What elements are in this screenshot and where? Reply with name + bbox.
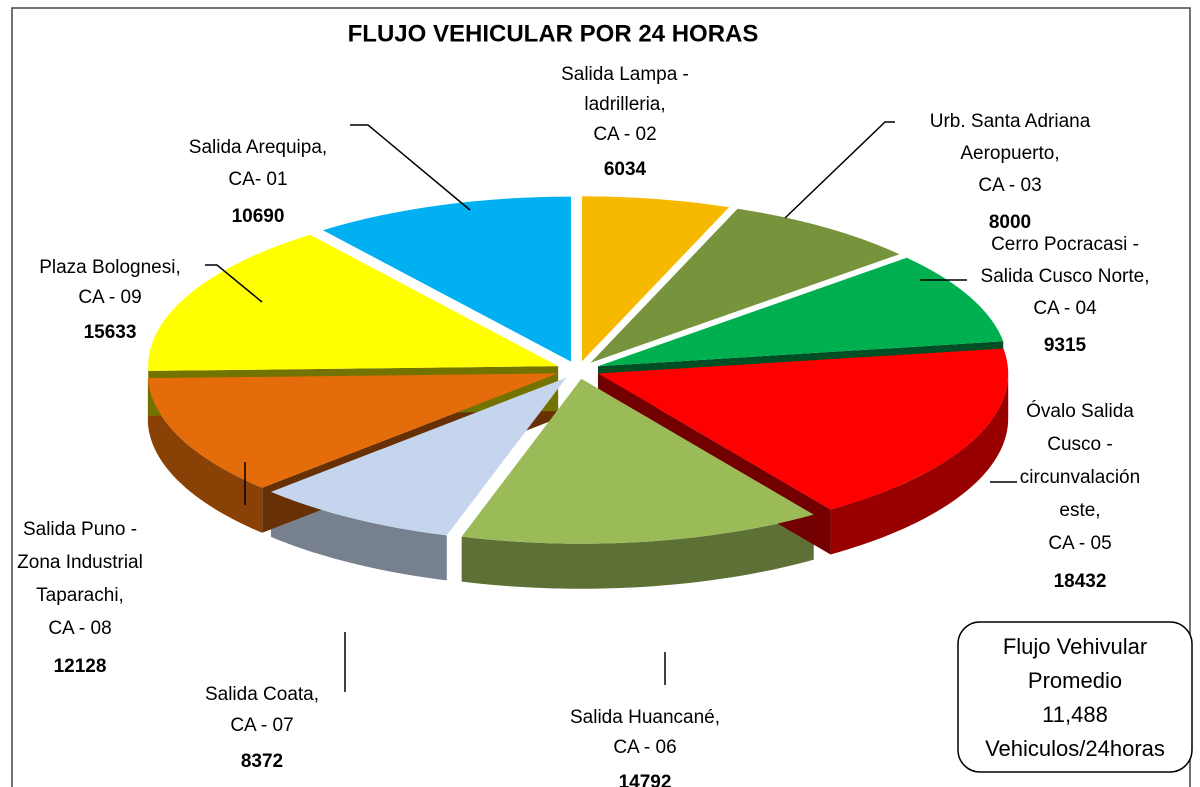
slice [270,377,567,536]
slice-label: circunvalación [1020,467,1140,488]
slice-label: CA - 09 [78,287,141,308]
slice-label: Taparachi, [36,585,124,606]
slice-label: CA - 05 [1048,533,1111,554]
slice-value: 18432 [1054,571,1107,592]
slice-label: Urb. Santa Adriana [930,111,1091,132]
slice-label: CA - 06 [613,737,676,758]
slice-label: CA - 02 [593,124,656,145]
leader-line [205,264,263,303]
slice-label: CA - 03 [978,175,1041,196]
slice-value: 10690 [232,206,285,227]
slice-side [830,373,1009,555]
leader-lines [205,121,1017,692]
slice-label: CA - 08 [48,618,111,639]
slice-label: CA - 07 [230,715,293,736]
slice [461,378,814,544]
slice [598,348,1009,510]
slice-label: ladrilleria, [584,94,665,115]
slice-label: Óvalo Salida [1026,400,1134,422]
slice-label: Salida Huancané, [570,707,720,728]
slice-label: Salida Arequipa, [189,137,327,158]
slice [147,373,558,488]
slice-value: 14792 [619,772,672,787]
slice-value: 8000 [989,212,1031,233]
slice-label: Zona Industrial [17,552,143,573]
slice-label: Salida Puno - [23,519,137,540]
slice-label: Salida Coata, [205,684,319,705]
annotation-box [957,621,1193,773]
slice [590,208,900,363]
slice-value: 6034 [604,159,647,180]
slice-side [461,514,814,589]
slice-value: 12128 [54,656,107,677]
annotation-text: Promedio [1028,668,1122,693]
slice-label: Aeropuerto, [960,143,1059,164]
slice-label: Plaza Bolognesi, [39,257,181,278]
slice-value: 15633 [84,322,137,343]
slice-value: 8372 [241,751,283,772]
slice-label: Salida Cusco Norte, [981,266,1150,287]
leader-line [350,124,471,211]
slice-label: Salida Lampa - [561,64,689,85]
slice [148,234,559,371]
slice [582,196,730,362]
slice-value: 9315 [1044,335,1087,356]
slice-label: este, [1059,500,1100,521]
leader-line [784,121,895,219]
slice-side [270,491,447,581]
slice-label: Cusco - [1047,434,1112,455]
pie [147,196,1009,589]
labels: Salida Lampa - ladrilleria, CA - 02 6034 Urb… [17,64,1165,787]
annotation-text: Vehiculos/24horas [985,736,1165,761]
slice-label: CA- 01 [228,169,287,190]
slice-label: Cerro Pocracasi - [991,234,1139,255]
slice-side [147,378,263,533]
chart-title: FLUJO VEHICULAR POR 24 HORAS [348,20,759,47]
slice [322,196,571,362]
slice [597,257,1004,367]
slice-label: CA - 04 [1033,298,1097,319]
annotation-text: 11,488 [1042,702,1108,727]
annotation-text: Flujo Vehivular [1003,634,1147,659]
